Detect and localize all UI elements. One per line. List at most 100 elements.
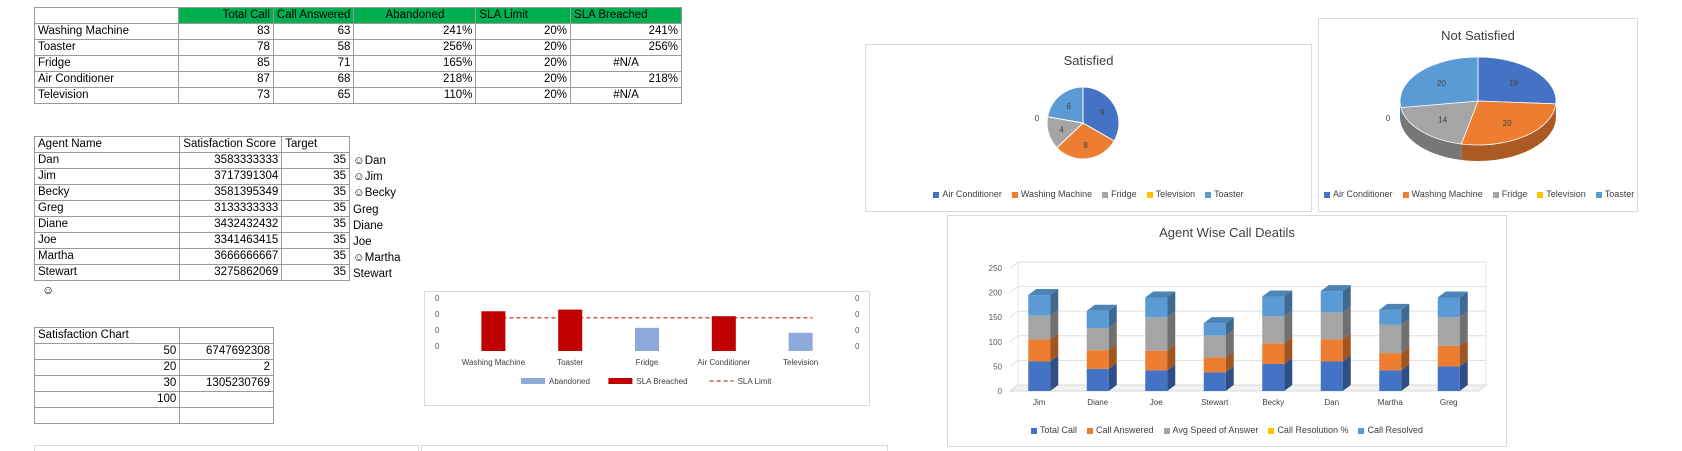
cell[interactable]: 68 bbox=[273, 72, 354, 88]
cell[interactable] bbox=[180, 408, 274, 424]
cell[interactable]: 50 bbox=[35, 344, 180, 360]
legend-item[interactable]: Washing Machine bbox=[1403, 189, 1483, 199]
cell[interactable] bbox=[180, 328, 274, 344]
cell[interactable]: 73 bbox=[179, 88, 274, 104]
cell[interactable]: 6747692308 bbox=[180, 344, 274, 360]
legend-item[interactable]: Call Resolved bbox=[1358, 425, 1423, 435]
cell[interactable]: Air Conditioner bbox=[35, 72, 179, 88]
cell[interactable] bbox=[35, 408, 180, 424]
agent-label[interactable]: Diane bbox=[353, 218, 401, 234]
agent-header-cell[interactable]: Target bbox=[282, 137, 350, 153]
cell[interactable]: Martha bbox=[35, 249, 180, 265]
legend-item[interactable]: Fridge bbox=[1102, 189, 1137, 199]
cell[interactable]: 256% bbox=[354, 40, 476, 56]
cell[interactable]: 35 bbox=[282, 217, 350, 233]
legend-item[interactable]: Fridge bbox=[1493, 189, 1528, 199]
sla-header-cell[interactable]: SLA Breached bbox=[571, 8, 682, 24]
agent-label[interactable]: Joe bbox=[353, 234, 401, 250]
cell[interactable]: Diane bbox=[35, 217, 180, 233]
legend-item[interactable]: Total Call bbox=[1031, 425, 1077, 435]
cell[interactable]: 256% bbox=[571, 40, 682, 56]
cell[interactable]: 58 bbox=[273, 40, 354, 56]
agent-header-cell[interactable]: Agent Name bbox=[35, 137, 180, 153]
cell[interactable]: 3666666667 bbox=[180, 249, 282, 265]
cell[interactable]: 78 bbox=[179, 40, 274, 56]
cell[interactable]: Stewart bbox=[35, 265, 180, 281]
cell[interactable]: Toaster bbox=[35, 40, 179, 56]
cell[interactable]: Joe bbox=[35, 233, 180, 249]
cell[interactable]: 3717391304 bbox=[180, 169, 282, 185]
cell[interactable]: 20% bbox=[476, 88, 571, 104]
cell[interactable]: 20% bbox=[476, 40, 571, 56]
cell[interactable]: #N/A bbox=[571, 56, 682, 72]
agent-label[interactable]: Stewart bbox=[353, 266, 401, 282]
agent-label[interactable]: Greg bbox=[353, 202, 401, 218]
cell[interactable]: 20% bbox=[476, 24, 571, 40]
legend-item[interactable]: Television bbox=[1537, 189, 1586, 199]
satisfaction-title[interactable]: Satisfaction Chart bbox=[35, 328, 180, 344]
cell[interactable]: 35 bbox=[282, 201, 350, 217]
legend-item[interactable]: Washing Machine bbox=[1012, 189, 1092, 199]
sla-header-cell[interactable]: SLA Limit bbox=[476, 8, 571, 24]
sla-header-cell[interactable]: Call Answered bbox=[273, 8, 354, 24]
cell[interactable]: 20% bbox=[476, 72, 571, 88]
cell[interactable]: 71 bbox=[273, 56, 354, 72]
cell[interactable]: 3581395349 bbox=[180, 185, 282, 201]
smiley-symbol[interactable]: ☺ bbox=[42, 283, 54, 297]
cell[interactable]: 3583333333 bbox=[180, 153, 282, 169]
agent-label[interactable]: ☺Jim bbox=[353, 169, 401, 185]
sla-header-cell[interactable]: Total Call bbox=[179, 8, 274, 24]
cell[interactable]: Dan bbox=[35, 153, 180, 169]
cell[interactable]: 35 bbox=[282, 233, 350, 249]
cell[interactable]: 35 bbox=[282, 185, 350, 201]
cell[interactable]: 3275862069 bbox=[180, 265, 282, 281]
cell[interactable]: 3432432432 bbox=[180, 217, 282, 233]
cell[interactable]: Jim bbox=[35, 169, 180, 185]
cell[interactable]: 20% bbox=[476, 56, 571, 72]
cell[interactable]: 241% bbox=[354, 24, 476, 40]
sla-header-blank[interactable] bbox=[35, 8, 179, 24]
cell[interactable]: 241% bbox=[571, 24, 682, 40]
cell[interactable]: 110% bbox=[354, 88, 476, 104]
cell[interactable]: 63 bbox=[273, 24, 354, 40]
cell[interactable]: 35 bbox=[282, 169, 350, 185]
cell[interactable]: 35 bbox=[282, 153, 350, 169]
cell[interactable]: Fridge bbox=[35, 56, 179, 72]
cell[interactable]: 65 bbox=[273, 88, 354, 104]
cell[interactable]: 1305230769 bbox=[180, 376, 274, 392]
legend-item[interactable]: Avg Speed of Answer bbox=[1164, 425, 1259, 435]
cell[interactable]: 20 bbox=[35, 360, 180, 376]
legend-item[interactable]: Call Answered bbox=[1087, 425, 1154, 435]
sla-header-cell[interactable]: Abandoned bbox=[354, 8, 476, 24]
cell[interactable]: 35 bbox=[282, 265, 350, 281]
agent-label[interactable]: ☺Dan bbox=[353, 153, 401, 169]
cell[interactable]: 2 bbox=[180, 360, 274, 376]
cell[interactable]: 218% bbox=[354, 72, 476, 88]
legend-item[interactable]: Call Resolution % bbox=[1268, 425, 1348, 435]
cell[interactable]: Television bbox=[35, 88, 179, 104]
cell[interactable]: 30 bbox=[35, 376, 180, 392]
legend-item[interactable]: Air Conditioner bbox=[1324, 189, 1393, 199]
cell[interactable]: 35 bbox=[282, 249, 350, 265]
legend-item[interactable]: Toaster bbox=[1596, 189, 1635, 199]
cell[interactable]: 165% bbox=[354, 56, 476, 72]
cell[interactable]: Becky bbox=[35, 185, 180, 201]
agent-header-cell[interactable]: Satisfaction Score bbox=[180, 137, 282, 153]
cell[interactable]: 3341463415 bbox=[180, 233, 282, 249]
cell[interactable]: Greg bbox=[35, 201, 180, 217]
cell[interactable] bbox=[180, 392, 274, 408]
cell[interactable]: 3133333333 bbox=[180, 201, 282, 217]
cell[interactable]: Washing Machine bbox=[35, 24, 179, 40]
legend-item[interactable]: Television bbox=[1147, 189, 1196, 199]
cell[interactable]: 87 bbox=[179, 72, 274, 88]
legend-item[interactable]: Air Conditioner bbox=[933, 189, 1002, 199]
agent-label[interactable]: ☺Becky bbox=[353, 185, 401, 201]
cell[interactable]: 218% bbox=[571, 72, 682, 88]
cell[interactable]: 83 bbox=[179, 24, 274, 40]
cell[interactable]: #N/A bbox=[571, 88, 682, 104]
cell[interactable]: 100 bbox=[35, 392, 180, 408]
